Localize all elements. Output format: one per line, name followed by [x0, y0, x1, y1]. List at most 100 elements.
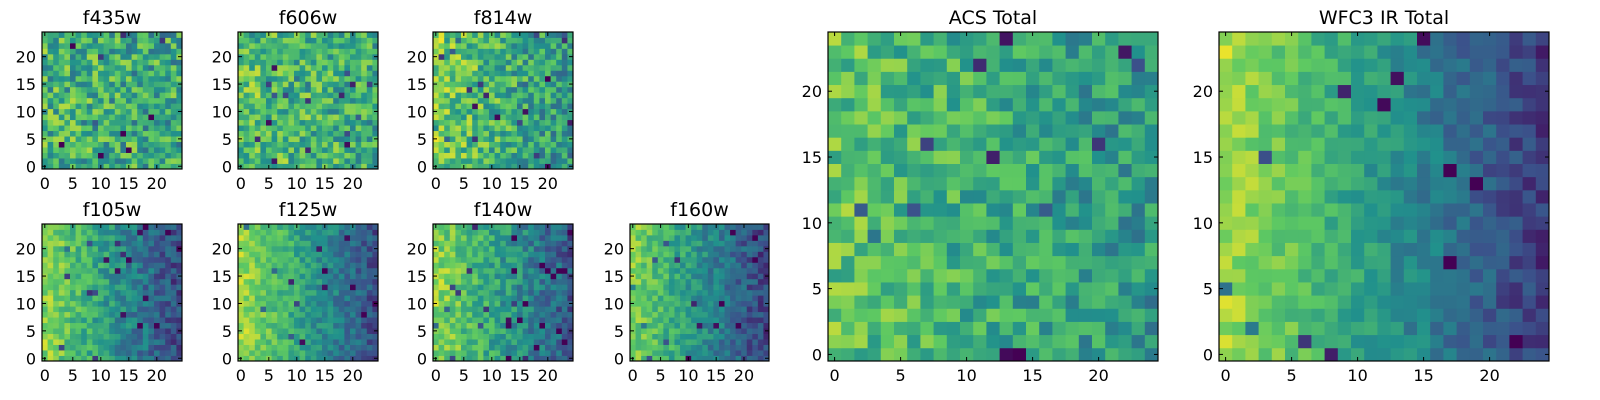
heatmap-cell: [867, 334, 882, 349]
heatmap-cell: [305, 229, 312, 236]
heatmap-cell: [148, 339, 155, 345]
heatmap-cell: [477, 355, 484, 362]
heatmap-cell: [757, 267, 764, 274]
heatmap-cell: [333, 75, 340, 82]
x-tick-label: 20: [343, 366, 363, 385]
heatmap-cell: [646, 224, 653, 230]
heatmap-cell: [1052, 295, 1066, 309]
heatmap-cell: [433, 234, 439, 241]
heatmap-cell: [98, 136, 104, 142]
heatmap-cell: [109, 75, 116, 82]
heatmap-cell: [641, 284, 648, 291]
heatmap-cell: [98, 141, 104, 148]
heatmap-cell: [854, 255, 868, 270]
heatmap-cell: [103, 229, 110, 236]
heatmap-cell: [254, 328, 261, 334]
heatmap-cell: [489, 306, 495, 313]
heatmap-cell: [254, 355, 261, 362]
heatmap-cell: [86, 75, 93, 82]
heatmap-cell: [757, 224, 764, 230]
heatmap-cell: [718, 273, 725, 280]
heatmap-cell: [120, 141, 127, 148]
heatmap-cell: [517, 119, 523, 126]
heatmap-cell: [366, 141, 373, 148]
heatmap-cell: [1131, 203, 1146, 217]
heatmap-cell: [126, 136, 132, 142]
heatmap-cell: [545, 256, 551, 263]
heatmap-cell: [361, 273, 368, 280]
heatmap-cell: [243, 234, 250, 241]
heatmap-cell: [333, 355, 340, 362]
heatmap-cell: [176, 333, 183, 340]
heatmap-cell: [305, 81, 312, 88]
heatmap-cell: [366, 306, 373, 313]
heatmap-cell: [757, 234, 764, 241]
heatmap-cell: [53, 306, 60, 313]
heatmap-cell: [249, 152, 256, 159]
heatmap-cell: [663, 300, 670, 307]
heatmap-cell: [533, 256, 540, 263]
heatmap-cell: [58, 147, 65, 153]
heatmap-cell: [517, 273, 523, 280]
heatmap-cell: [472, 53, 479, 60]
heatmap-cell: [249, 344, 256, 351]
heatmap-cell: [58, 251, 65, 258]
heatmap-cell: [271, 158, 278, 164]
heatmap-cell: [350, 295, 356, 302]
heatmap-cell: [165, 86, 172, 93]
heatmap-cell: [550, 328, 557, 334]
heatmap-cell: [1105, 268, 1119, 283]
heatmap-cell: [327, 251, 334, 258]
heatmap-cell: [299, 70, 306, 77]
heatmap-cell: [142, 119, 149, 126]
heatmap-cell: [103, 92, 110, 99]
heatmap-cell: [366, 256, 373, 263]
heatmap-cell: [305, 147, 312, 153]
heatmap-cell: [528, 355, 535, 362]
heatmap-cell: [483, 311, 490, 318]
heatmap-cell: [691, 317, 698, 324]
heatmap-cell: [466, 322, 473, 329]
heatmap-cell: [477, 300, 484, 307]
heatmap-cell: [53, 267, 60, 274]
heatmap-cell: [64, 306, 71, 313]
heatmap-cell: [327, 333, 334, 340]
heatmap-cell: [47, 322, 54, 329]
heatmap-cell: [444, 333, 451, 340]
heatmap-cell: [92, 37, 99, 44]
heatmap-cell: [254, 262, 261, 269]
y-tick-label: 0: [222, 157, 232, 176]
heatmap-cell: [522, 59, 529, 66]
heatmap-cell: [867, 242, 882, 257]
heatmap-cell: [1012, 321, 1027, 336]
heatmap-cell: [494, 92, 501, 99]
heatmap-cell: [533, 59, 540, 66]
heatmap-cell: [933, 347, 948, 362]
heatmap-cell: [282, 339, 289, 345]
heatmap-cell: [735, 289, 742, 296]
heatmap-cell: [973, 268, 987, 283]
heatmap-cell: [271, 240, 278, 247]
heatmap-cell: [47, 32, 54, 38]
heatmap-cell: [70, 64, 76, 71]
heatmap-cell: [741, 333, 748, 340]
heatmap-cell: [657, 234, 664, 241]
heatmap-cell: [42, 295, 48, 302]
heatmap-cell: [92, 130, 99, 137]
heatmap-cell: [438, 344, 445, 351]
heatmap-cell: [131, 125, 138, 132]
heatmap-cell: [372, 306, 379, 313]
heatmap-cell: [545, 289, 551, 296]
heatmap-cell: [114, 350, 121, 356]
heatmap-cell: [652, 317, 659, 324]
heatmap-cell: [154, 295, 160, 302]
heatmap-cell: [154, 81, 160, 88]
heatmap-cell: [350, 114, 356, 121]
heatmap-cell: [763, 289, 770, 296]
heatmap-cell: [461, 103, 467, 110]
heatmap-cell: [299, 119, 306, 126]
heatmap-cell: [260, 32, 267, 38]
heatmap-cell: [494, 103, 501, 110]
heatmap-cell: [254, 350, 261, 356]
heatmap-cell: [58, 262, 65, 269]
